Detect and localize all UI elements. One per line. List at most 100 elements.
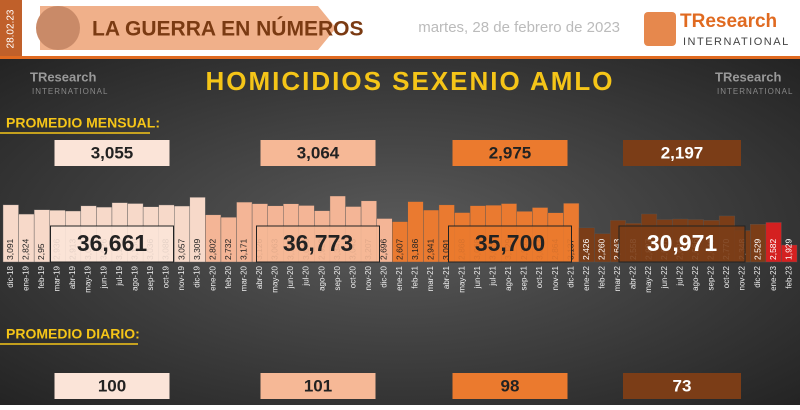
- x-tick-label: mar-19: [53, 265, 62, 291]
- monthly-value: 2,975: [489, 143, 532, 162]
- value-label: 2,260: [597, 238, 607, 260]
- x-tick-label: abr-22: [629, 265, 638, 289]
- x-tick-label: dic-20: [380, 265, 389, 287]
- value-label: 3,057: [176, 238, 186, 260]
- total-value: 36,661: [77, 230, 148, 256]
- monthly-box: [452, 140, 568, 166]
- value-label: 2,95: [36, 243, 46, 260]
- x-tick-label: mar-21: [426, 265, 435, 291]
- x-tick-label: feb-20: [224, 265, 233, 288]
- date-strip: [0, 0, 22, 58]
- x-tick-label: may-22: [644, 265, 653, 292]
- monthly-value: 3,064: [297, 143, 340, 162]
- daily-value: 73: [673, 376, 692, 395]
- x-tick-label: nov-20: [364, 265, 373, 290]
- x-tick-label: jul-19: [115, 265, 124, 286]
- x-tick-label: jun-20: [286, 265, 295, 289]
- value-label: 2,941: [425, 238, 435, 260]
- total-value: 35,700: [475, 230, 545, 256]
- daily-box: [452, 373, 568, 399]
- total-box: [256, 225, 380, 263]
- logo-right: TResearch: [715, 69, 782, 84]
- x-tick-label: jun-22: [660, 265, 669, 289]
- map-icon: [36, 6, 80, 50]
- logo-right-sub: INTERNATIONAL: [717, 87, 793, 96]
- x-tick-label: ene-22: [582, 265, 591, 290]
- total-box: [448, 225, 572, 263]
- bar: [781, 244, 798, 263]
- x-tick-label: feb-19: [37, 265, 46, 288]
- monthly-value: 3,055: [91, 143, 134, 162]
- monthly-box: [260, 140, 376, 166]
- daily-box: [54, 373, 170, 399]
- value-label: 2,529: [752, 238, 762, 260]
- monthly-box: [623, 140, 741, 166]
- x-tick-label: may-19: [84, 265, 93, 292]
- x-tick-label: sep-20: [333, 265, 342, 290]
- x-tick-label: oct-22: [722, 265, 731, 288]
- logo: TResearch: [680, 11, 777, 32]
- total-box: [50, 225, 174, 263]
- x-tick-label: ene-21: [395, 265, 404, 290]
- daily-box: [623, 373, 741, 399]
- x-tick-label: sep-19: [146, 265, 155, 290]
- x-tick-label: may-21: [457, 265, 466, 292]
- x-tick-label: jul-21: [489, 265, 498, 286]
- x-tick-label: ago-19: [130, 265, 139, 290]
- x-tick-label: ago-21: [504, 265, 513, 290]
- x-tick-label: may-20: [271, 265, 280, 292]
- value-label: 2,607: [394, 238, 404, 260]
- x-tick-label: oct-20: [348, 265, 357, 288]
- daily-value: 98: [501, 376, 520, 395]
- x-tick-label: oct-21: [535, 265, 544, 288]
- daily-heading: PROMEDIO DIARIO:: [6, 326, 140, 342]
- monthly-heading: PROMEDIO MENSUAL:: [6, 115, 160, 131]
- banner-title: LA GUERRA EN NÚMEROS: [92, 17, 363, 41]
- x-tick-label: jul-22: [675, 265, 684, 286]
- x-tick-label: dic-21: [566, 265, 575, 287]
- total-value: 30,971: [647, 230, 718, 256]
- value-label: 2,696: [379, 238, 389, 260]
- daily-value: 100: [98, 376, 126, 395]
- value-label: 2,582: [768, 238, 778, 260]
- x-tick-label: sep-22: [706, 265, 715, 290]
- value-label: 2,426: [581, 238, 591, 260]
- value-label: 3,091: [5, 238, 15, 260]
- x-tick-label: feb-21: [411, 265, 420, 288]
- logo-sub: INTERNATIONAL: [683, 36, 790, 48]
- value-label: 2,824: [21, 238, 31, 260]
- value-label: 1,929: [783, 238, 793, 260]
- x-tick-label: abr-21: [442, 265, 451, 289]
- x-tick-label: ene-23: [769, 265, 778, 290]
- x-tick-label: feb-22: [598, 265, 607, 288]
- x-tick-label: mar-22: [613, 265, 622, 291]
- x-tick-label: sep-21: [520, 265, 529, 290]
- x-tick-label: ene-20: [208, 265, 217, 290]
- value-label: 2,732: [223, 238, 233, 260]
- x-tick-label: jul-20: [302, 265, 311, 286]
- x-tick-label: abr-19: [68, 265, 77, 289]
- total-value: 36,773: [283, 230, 353, 256]
- x-tick-label: oct-19: [162, 265, 171, 288]
- banner: [40, 6, 336, 50]
- value-label: 3,309: [192, 238, 202, 260]
- logo-icon: [644, 12, 676, 46]
- x-tick-label: dic-19: [193, 265, 202, 287]
- date-vertical: 28.02.23: [6, 9, 17, 48]
- value-label: 3,186: [410, 238, 420, 260]
- monthly-box: [54, 140, 170, 166]
- value-label: 3,171: [239, 238, 249, 260]
- bar: [765, 222, 782, 263]
- value-label: 2,802: [207, 238, 217, 260]
- x-tick-label: abr-20: [255, 265, 264, 289]
- x-tick-label: ago-20: [317, 265, 326, 290]
- x-tick-label: dic-18: [6, 265, 15, 287]
- x-tick-label: ago-22: [691, 265, 700, 290]
- x-tick-label: nov-22: [738, 265, 747, 290]
- x-tick-label: nov-19: [177, 265, 186, 290]
- x-tick-label: jun-21: [473, 265, 482, 289]
- header-line: [0, 56, 800, 59]
- x-tick-label: dic-22: [753, 265, 762, 287]
- total-box: [618, 225, 746, 263]
